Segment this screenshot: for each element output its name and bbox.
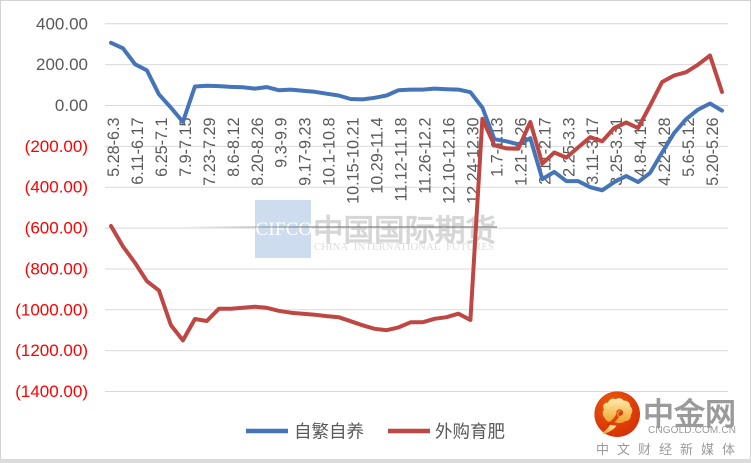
svg-text:400.00: 400.00 xyxy=(36,14,88,33)
svg-text:10.1-10.8: 10.1-10.8 xyxy=(321,118,339,186)
svg-text:(1200.00): (1200.00) xyxy=(15,341,88,360)
svg-text:(600.00): (600.00) xyxy=(25,219,88,238)
svg-text:6.11-6.17: 6.11-6.17 xyxy=(129,118,147,185)
svg-text:自繁自养: 自繁自养 xyxy=(294,422,364,442)
svg-text:8.20-8.26: 8.20-8.26 xyxy=(249,118,267,186)
svg-text:0.00: 0.00 xyxy=(55,96,88,115)
svg-text:10.29-11.4: 10.29-11.4 xyxy=(369,118,387,194)
svg-text:6.25-7.1: 6.25-7.1 xyxy=(153,118,171,177)
svg-text:(1400.00): (1400.00) xyxy=(15,382,88,401)
svg-text:5.28-6.3: 5.28-6.3 xyxy=(105,118,123,177)
svg-text:3.11-3.17: 3.11-3.17 xyxy=(584,118,602,185)
svg-text:12.10-12.16: 12.10-12.16 xyxy=(441,118,459,204)
svg-text:(200.00): (200.00) xyxy=(25,137,88,156)
svg-text:3.25-3.31: 3.25-3.31 xyxy=(608,118,626,186)
svg-text:(400.00): (400.00) xyxy=(25,178,88,197)
svg-text:9.17-9.23: 9.17-9.23 xyxy=(297,118,315,186)
svg-text:(1000.00): (1000.00) xyxy=(15,300,88,319)
svg-text:9.3-9.9: 9.3-9.9 xyxy=(273,118,291,168)
svg-text:7.9-7.15: 7.9-7.15 xyxy=(177,118,195,177)
svg-text:200.00: 200.00 xyxy=(36,55,88,74)
svg-text:5.20-5.26: 5.20-5.26 xyxy=(704,118,722,186)
svg-text:11.12-11.18: 11.12-11.18 xyxy=(393,118,411,202)
svg-text:4.22-4.28: 4.22-4.28 xyxy=(656,118,674,186)
svg-text:11.26-12.2: 11.26-12.2 xyxy=(417,118,435,194)
svg-text:5.6-5.12: 5.6-5.12 xyxy=(680,118,698,177)
svg-text:10.15-10.21: 10.15-10.21 xyxy=(345,118,363,204)
svg-text:4.8-4.14: 4.8-4.14 xyxy=(632,118,650,177)
svg-text:8.6-8.12: 8.6-8.12 xyxy=(225,117,243,176)
svg-text:2.25-3.3: 2.25-3.3 xyxy=(560,118,578,177)
svg-text:(800.00): (800.00) xyxy=(25,259,88,278)
svg-text:7.23-7.29: 7.23-7.29 xyxy=(201,117,219,185)
svg-text:外购育肥: 外购育肥 xyxy=(435,422,505,442)
